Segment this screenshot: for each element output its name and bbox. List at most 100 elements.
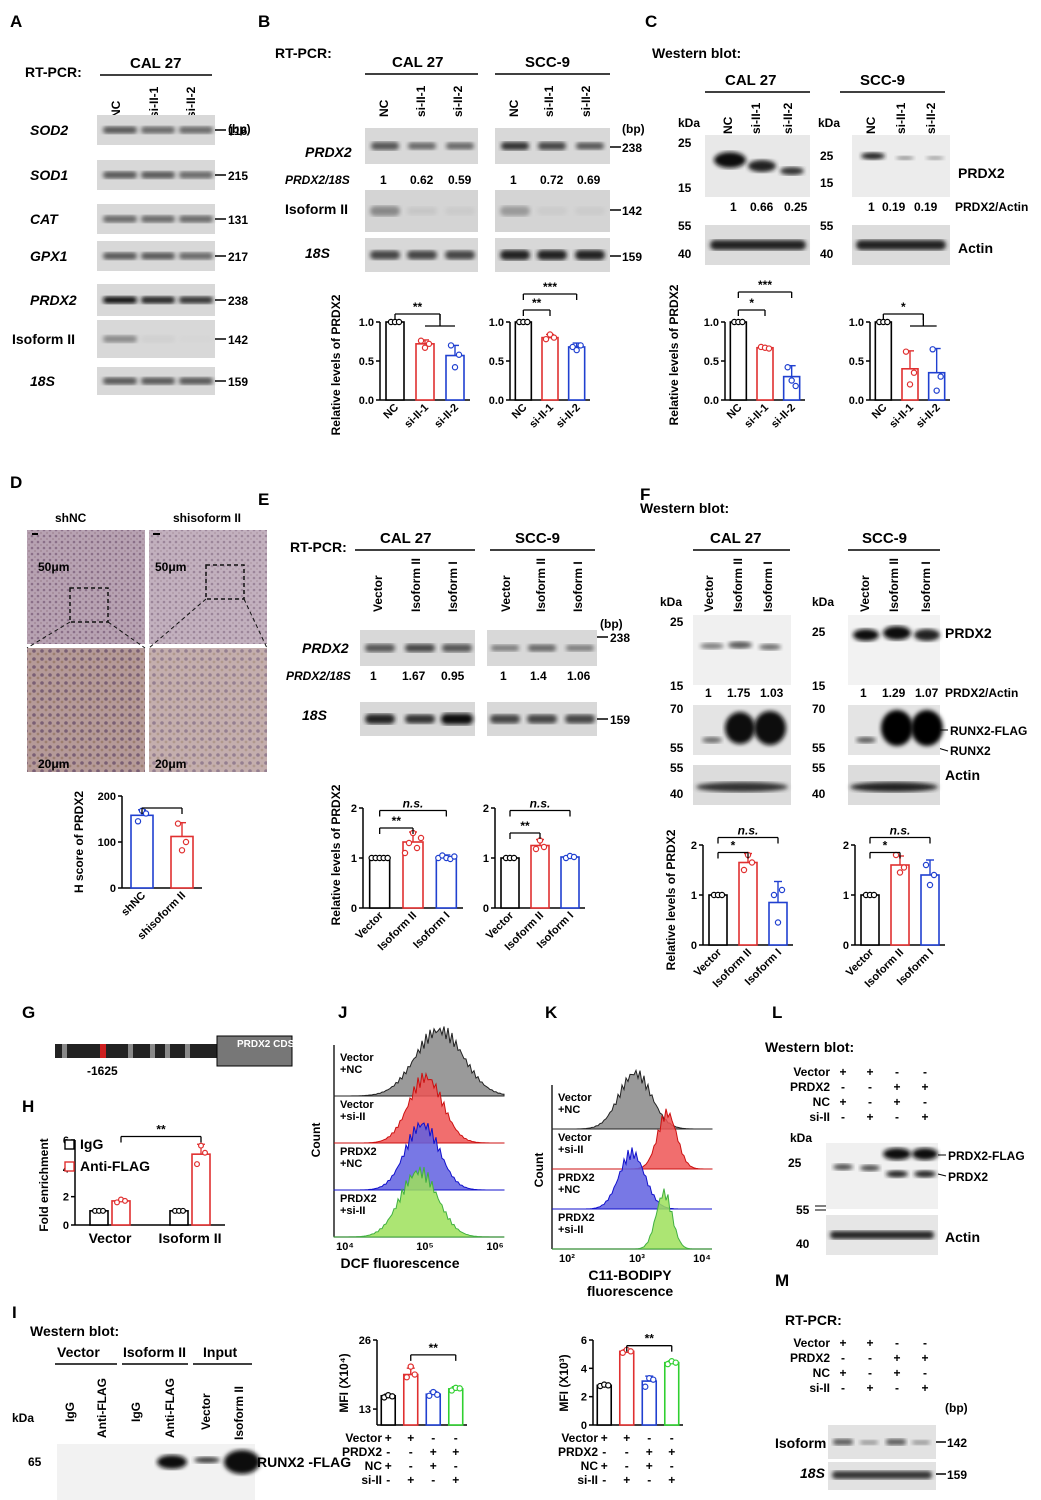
gel-band — [441, 713, 473, 725]
size-marker: 238 — [228, 294, 248, 308]
panel-label-i: I — [12, 1303, 17, 1322]
marker: 15 — [678, 181, 692, 195]
treatment-sign: - — [409, 1445, 413, 1459]
treatment-sign: + — [601, 1431, 608, 1445]
bar — [415, 343, 435, 401]
size-marker: 159 — [228, 375, 248, 389]
ratio-value: 1 — [860, 686, 867, 700]
blot-band — [780, 167, 804, 175]
treatment-sign: + — [668, 1473, 675, 1487]
treatment-sign: - — [895, 1065, 899, 1079]
gel-band — [371, 142, 399, 150]
y-tick-label: 0 — [843, 940, 849, 952]
y-tick-label: 13 — [359, 1404, 371, 1416]
a-bp-label: (bp) — [228, 122, 251, 136]
sample-label: +NC — [340, 1064, 362, 1076]
y-tick-label: 0 — [691, 940, 697, 952]
i-blot — [57, 1444, 260, 1500]
gel-band — [537, 207, 567, 215]
ihc-shnc-high — [27, 648, 145, 772]
data-point — [447, 342, 455, 349]
ratio-value: 1.06 — [567, 669, 591, 683]
gel-band — [408, 142, 436, 150]
e-ratio-label: PRDX2/18S — [286, 669, 351, 683]
panel-label-e: E — [258, 490, 269, 509]
data-point — [910, 369, 918, 376]
ratio-label: PRDX2/Actin — [945, 686, 1018, 700]
lane-label: si-II-1 — [894, 102, 908, 134]
size-marker: 131 — [228, 213, 248, 227]
gel-band — [365, 644, 395, 652]
bar — [729, 321, 748, 401]
b-cell-scc9: SCC-9 — [525, 54, 570, 71]
ratio-value: 1 — [705, 686, 712, 700]
treatment-sign: - — [841, 1110, 845, 1124]
data-point — [456, 1385, 463, 1392]
treatment-sign: + — [866, 1065, 873, 1079]
b-ratio-label: PRDX2/18S — [285, 173, 350, 187]
b-gene-18s: 18S — [305, 245, 331, 261]
panel-label-c: C — [645, 12, 657, 31]
data-point — [870, 891, 878, 899]
gel-band — [103, 335, 137, 343]
m-gene: 18S — [800, 1465, 826, 1481]
d-scale: 50μm — [38, 560, 69, 574]
d-scale: 50μm — [155, 560, 186, 574]
lane-label: si-II-2 — [781, 102, 795, 134]
sample-label: PRDX2 — [558, 1212, 595, 1224]
gel-band — [179, 252, 213, 260]
blot-band — [759, 644, 781, 650]
ratio-value: 1 — [510, 173, 517, 187]
data-point — [926, 881, 934, 889]
treatment-sign: + — [839, 1065, 846, 1079]
data-point — [174, 820, 182, 827]
data-point — [900, 864, 908, 871]
x-axis-label: C11-BODIPY — [588, 1267, 672, 1283]
data-point — [902, 348, 910, 355]
bar — [385, 321, 405, 401]
c-cell-scc9: SCC-9 — [860, 72, 905, 89]
x-tick-label: si-II-1 — [887, 402, 916, 431]
significance-label: ** — [520, 819, 530, 833]
data-point — [933, 387, 940, 394]
bar — [756, 346, 774, 401]
treatment-sign: + — [839, 1366, 846, 1380]
data-point — [546, 331, 554, 338]
lane-label: NC — [721, 116, 735, 134]
gel-band — [179, 335, 213, 343]
data-point — [540, 843, 548, 851]
histogram-trace — [334, 1166, 504, 1238]
y-tick-label: 1.0 — [704, 317, 719, 329]
blot-band — [911, 710, 943, 746]
i-protein: RUNX2 -FLAG — [257, 1454, 351, 1470]
treatment-sign: + — [866, 1336, 873, 1350]
blot-band — [725, 712, 755, 744]
treatment-sign: + — [668, 1445, 675, 1459]
y-tick-label: 1.0 — [489, 317, 504, 329]
marker: 25 — [670, 615, 684, 629]
m-size: 142 — [947, 1436, 967, 1450]
size-marker: 116 — [228, 124, 248, 138]
treatment-label: NC — [581, 1459, 599, 1473]
lane-label: Vector — [199, 1393, 213, 1430]
blot-band — [914, 629, 940, 641]
bar — [130, 814, 154, 889]
y-tick-label: 0.0 — [489, 395, 504, 407]
blot-band — [748, 160, 776, 172]
gel-band — [491, 645, 519, 651]
ratio-value: 1.75 — [727, 686, 751, 700]
significance-label: ** — [156, 1123, 166, 1137]
treatment-sign: + — [866, 1110, 873, 1124]
x-tick-label: Vector — [89, 1230, 132, 1246]
i-group: Input — [203, 1344, 238, 1360]
treatment-sign: + — [921, 1351, 928, 1365]
data-point — [627, 1348, 634, 1355]
marker: 70 — [812, 702, 826, 716]
sample-label: +si-II — [558, 1224, 583, 1236]
data-point — [413, 844, 421, 852]
marker: 55 — [820, 219, 834, 233]
treatment-sign: - — [670, 1431, 674, 1445]
data-point — [542, 335, 550, 343]
